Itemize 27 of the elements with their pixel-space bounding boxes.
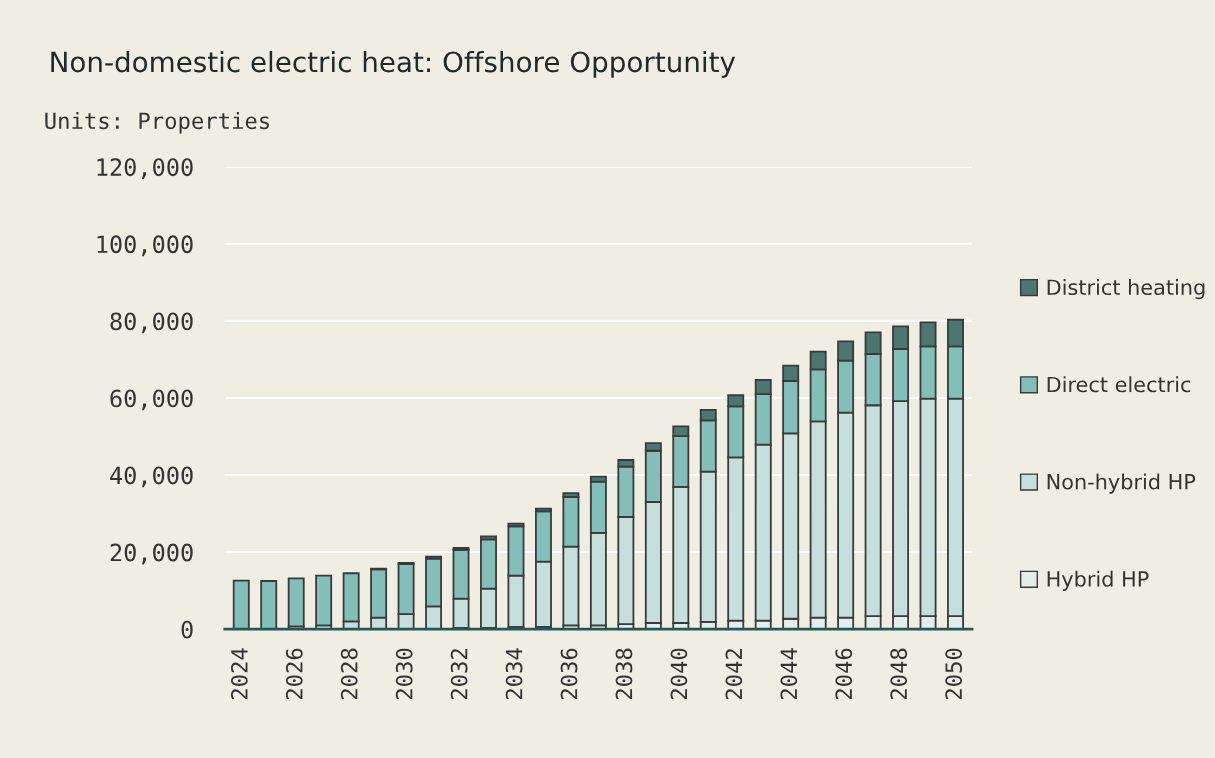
y-tick-label: 60,000 — [110, 389, 193, 411]
x-tick-label: 2046 — [835, 648, 853, 700]
x-tick-label: 2026 — [285, 648, 303, 700]
y-tick-label: 80,000 — [110, 312, 193, 334]
x-tick-label: 2050 — [945, 648, 963, 700]
x-tick-label: 2032 — [450, 649, 468, 700]
legend-label: District heating — [1047, 278, 1205, 300]
x-tick-label: 2034 — [505, 648, 523, 700]
x-tick-label: 2044 — [780, 648, 798, 700]
legend-label: Direct electric — [1047, 376, 1191, 393]
y-tick-label: 20,000 — [110, 543, 193, 565]
x-tick-label: 2024 — [230, 648, 248, 700]
x-tick-label: 2030 — [395, 648, 413, 700]
y-tick-label: 120,000 — [97, 158, 193, 180]
legend-label: Hybrid HP — [1047, 570, 1149, 591]
x-tick-label: 2042 — [725, 649, 743, 700]
chart-subtitle: Units: Properties — [45, 111, 269, 134]
y-tick-label: 0 — [181, 620, 193, 639]
x-tick-label: 2036 — [560, 648, 578, 700]
chart-title: Non-domestic electric heat: Offshore Opportunity — [51, 50, 736, 78]
x-tick-label: 2038 — [615, 648, 633, 700]
y-tick-label: 40,000 — [110, 466, 193, 488]
y-tick-label: 100,000 — [97, 235, 193, 257]
x-tick-label: 2040 — [670, 648, 688, 700]
x-tick-label: 2028 — [340, 648, 358, 700]
legend-label: Non-hybrid HP — [1047, 473, 1196, 494]
x-tick-label: 2048 — [890, 648, 908, 700]
